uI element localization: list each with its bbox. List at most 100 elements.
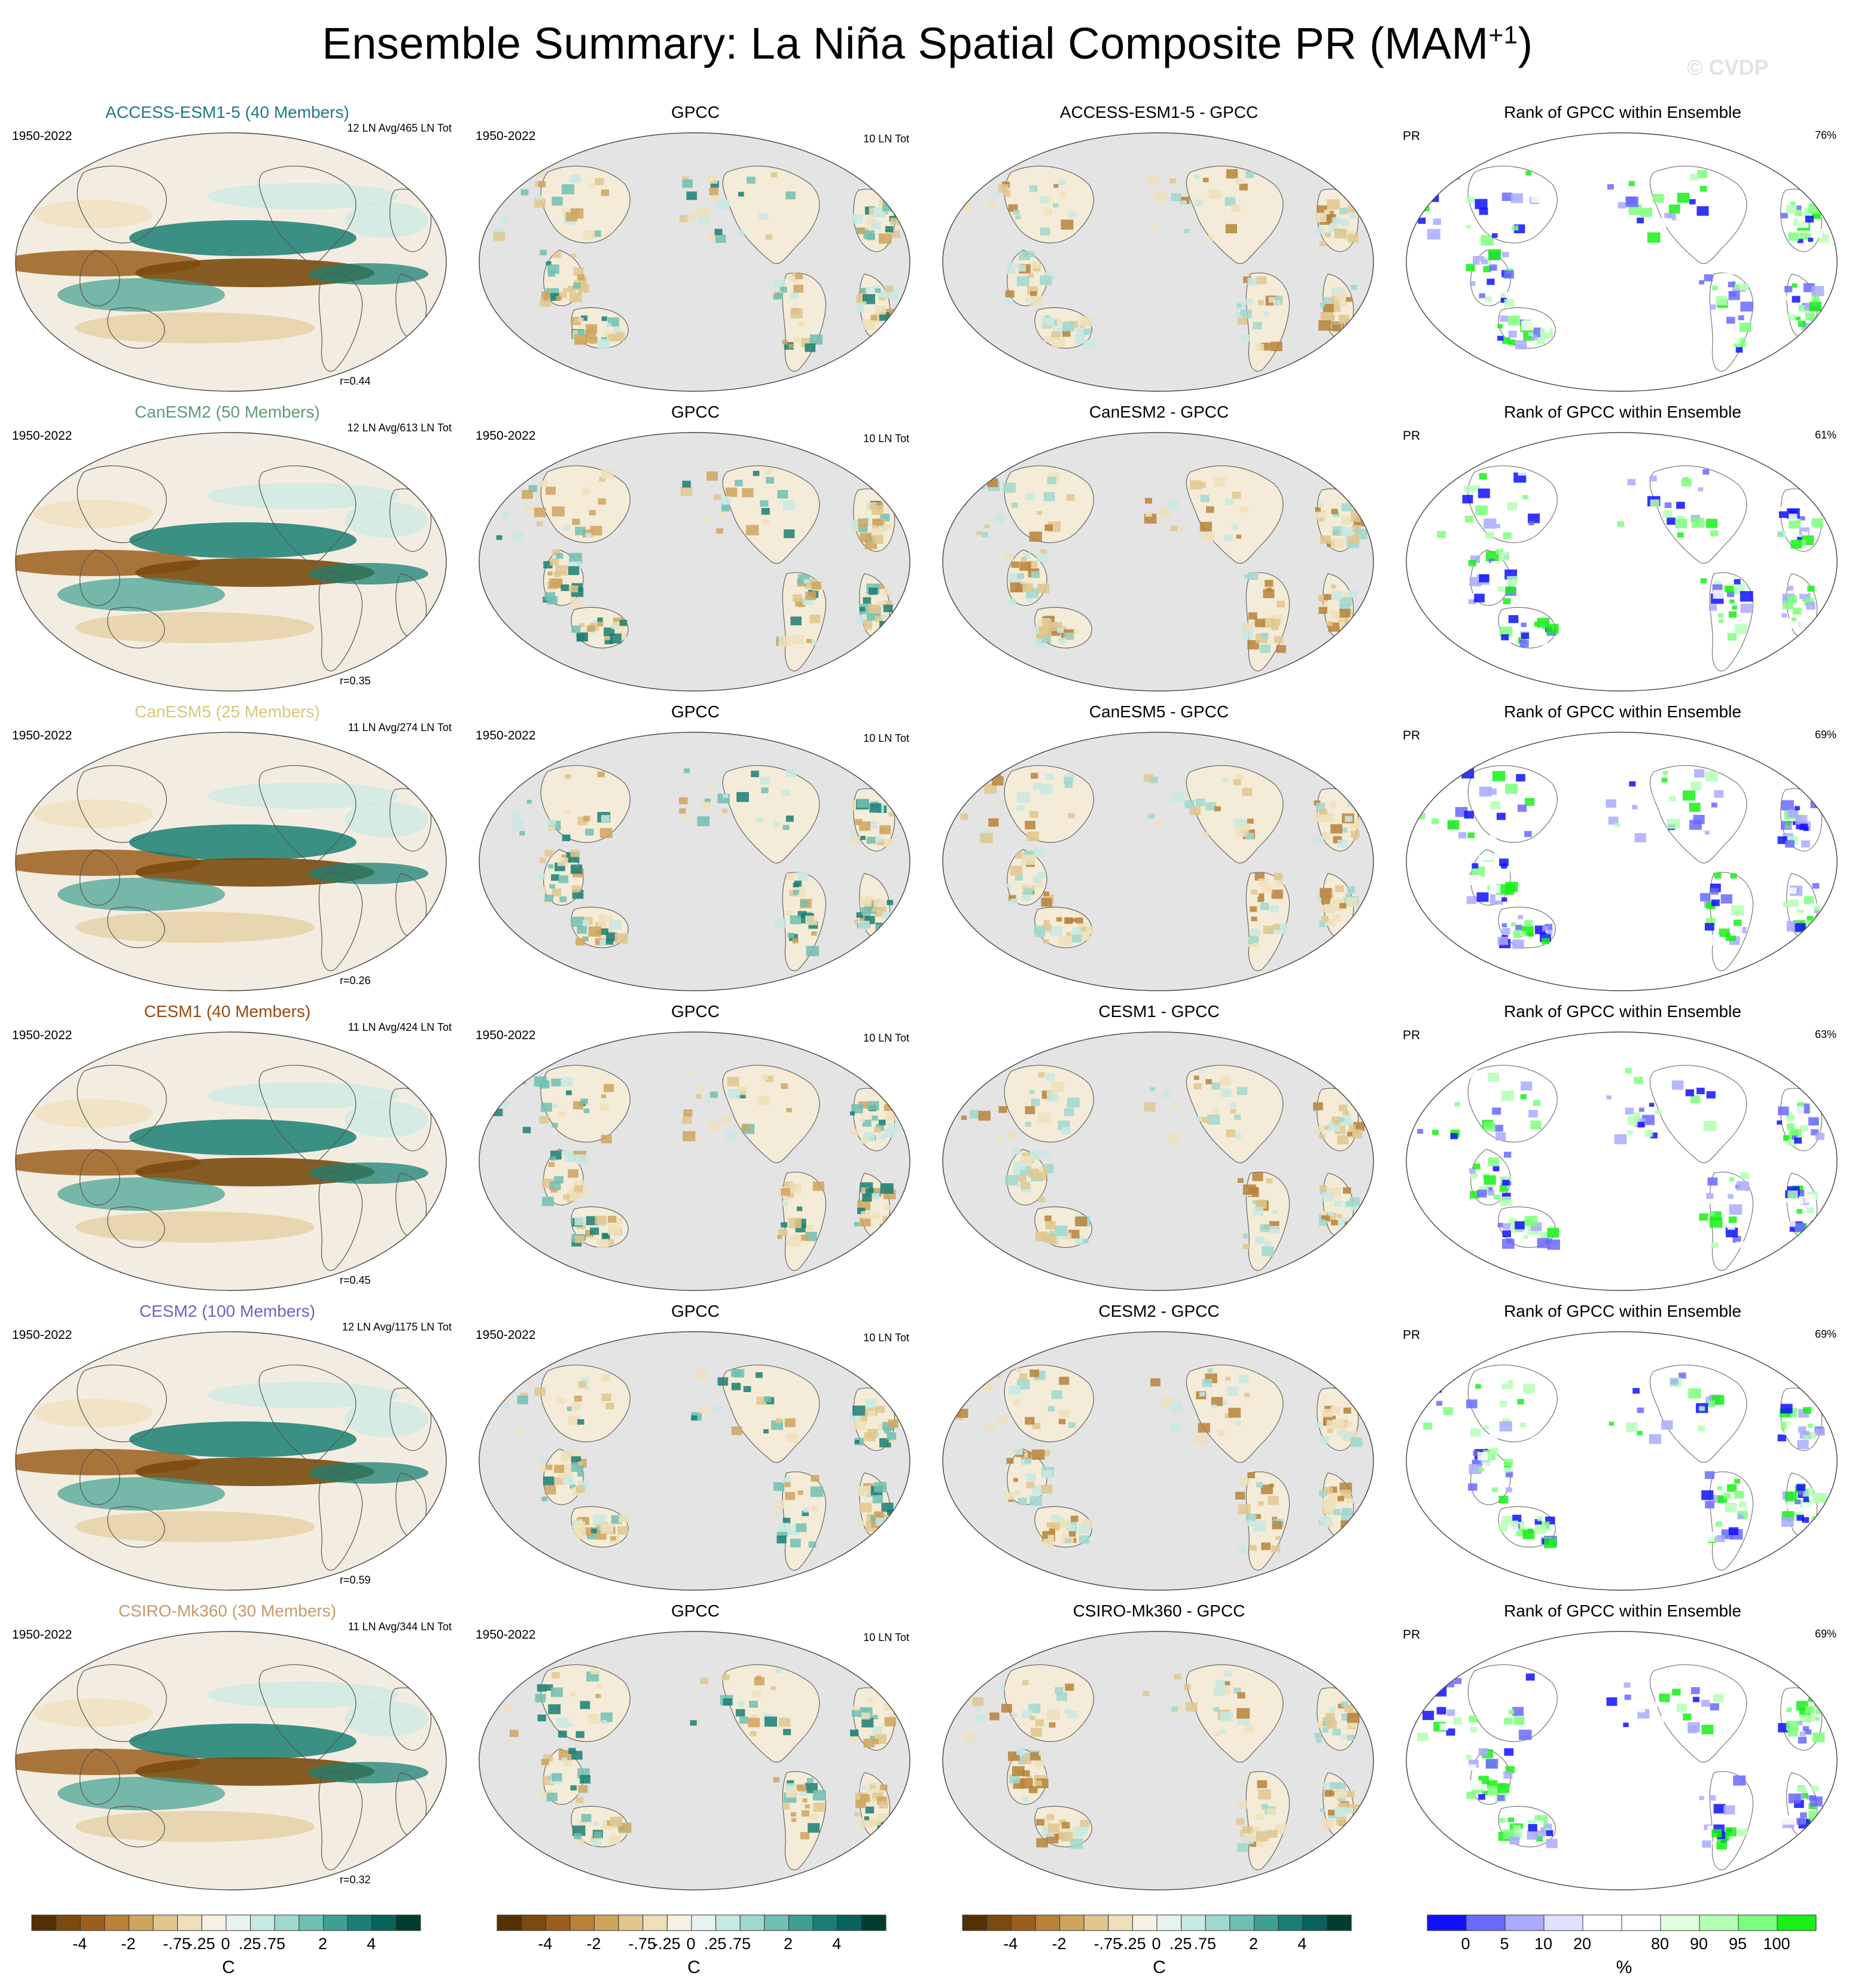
colorbar-swatch (594, 1914, 619, 1931)
colorbar-swatch (1132, 1914, 1158, 1931)
colorbar-tick-label: -.75 (628, 1935, 657, 1953)
colorbar-tick-label: -4 (538, 1935, 553, 1953)
colorbar-tick-label: -.75 (1093, 1935, 1122, 1953)
rank-percentage: 69% (1814, 729, 1836, 741)
rank-panel-title: Rank of GPCC within Ensemble (1504, 1302, 1741, 1320)
period-label: 1950-2022 (476, 1328, 536, 1342)
diff-map (942, 1331, 1374, 1591)
colorbar-swatch (986, 1914, 1012, 1931)
difference-panel-title: CanESM5 - GPCC (1089, 702, 1229, 721)
difference-panel: CSIRO-Mk360 - GPCC (927, 1602, 1391, 1902)
rank-percentage: 69% (1814, 1628, 1836, 1640)
colorbar-swatch (1229, 1914, 1254, 1931)
obs-panel-title: GPCC (671, 403, 720, 421)
model-event-count: 11 LN Avg/274 LN Tot (348, 721, 452, 733)
difference-panel-title: ACCESS-ESM1-5 - GPCC (1059, 103, 1259, 121)
anomaly-colorbar: -4 -2 -.75 -.25 0 .25.75 2 4 C (497, 1914, 891, 1980)
period-label: 1950-2022 (476, 429, 536, 443)
pattern-correlation: r=0.26 (340, 975, 371, 987)
rank-percentage: 76% (1814, 129, 1836, 141)
rank-colorbar: 0 5 10 20 80 90 95 100% (1427, 1914, 1822, 1980)
obs-map (479, 1031, 910, 1291)
colorbar-tick-label: 100 (1763, 1935, 1790, 1953)
colorbar-swatch (1254, 1914, 1279, 1931)
colorbar-tick-label: -2 (586, 1935, 601, 1953)
colorbar-swatch (1059, 1914, 1085, 1931)
model-panel-title: CanESM5 (25 Members) (135, 702, 320, 721)
difference-panel: CESM2 - GPCC (927, 1302, 1391, 1602)
colorbar-swatch (250, 1914, 275, 1931)
model-panel: ACCESS-ESM1-5 (40 Members) 1950-2022 12 … (0, 103, 464, 403)
obs-event-count: 10 LN Tot (863, 1631, 909, 1643)
colorbar-tick-label: .75 (263, 1935, 286, 1953)
pattern-correlation: r=0.32 (340, 1874, 371, 1886)
model-event-count: 11 LN Avg/424 LN Tot (348, 1021, 452, 1033)
rank-percentage: 63% (1814, 1028, 1836, 1040)
colorbar-tick-label: 4 (367, 1935, 376, 1953)
anomaly-colorbar: -4 -2 -.75 -.25 0 .25.75 2 4 C (962, 1914, 1357, 1980)
colorbar-tick-label: -.25 (653, 1935, 681, 1953)
colorbar-swatch (395, 1914, 421, 1931)
colorbar-swatch (153, 1914, 178, 1931)
obs-event-count: 10 LN Tot (863, 133, 909, 145)
colorbar-tick-label: 4 (832, 1935, 842, 1953)
colorbar-tick-label: 10 (1534, 1935, 1553, 1953)
rank-panel: Rank of GPCC within Ensemble PR 69% (1391, 1302, 1854, 1602)
model-map (15, 1631, 447, 1890)
rank-panel-title: Rank of GPCC within Ensemble (1504, 103, 1741, 121)
obs-panel: GPCC 1950-2022 10 LN Tot (464, 1002, 927, 1302)
obs-map (479, 432, 910, 692)
colorbar-swatch (323, 1914, 348, 1931)
figure-title-superscript: +1 (1488, 20, 1518, 49)
diff-map (942, 1031, 1374, 1291)
colorbar-swatch (80, 1914, 105, 1931)
colorbar-swatch (1427, 1914, 1467, 1931)
colorbar-swatch (1326, 1914, 1352, 1931)
model-panel-title: CESM2 (100 Members) (139, 1302, 316, 1320)
colorbar-tick-label: 2 (318, 1935, 328, 1953)
colorbar-swatch (1035, 1914, 1060, 1931)
obs-panel-title: GPCC (671, 702, 720, 721)
pattern-correlation: r=0.35 (340, 675, 371, 687)
colorbar-swatch (31, 1914, 57, 1931)
colorbar-swatch (666, 1914, 692, 1931)
colorbar-tick-label: -.25 (1118, 1935, 1146, 1953)
rank-panel: Rank of GPCC within Ensemble PR 69% (1391, 1602, 1854, 1902)
colorbar-swatch (298, 1914, 324, 1931)
pattern-correlation: r=0.59 (340, 1574, 371, 1586)
figure-title-text: Ensemble Summary: La Niña Spatial Compos… (322, 19, 1489, 68)
colorbar-swatch (1010, 1914, 1036, 1931)
obs-event-count: 10 LN Tot (863, 1032, 909, 1044)
diff-map (942, 1631, 1374, 1890)
colorbar-swatch (497, 1914, 522, 1931)
obs-map (479, 132, 910, 392)
rank-map (1406, 432, 1838, 692)
period-label: 1950-2022 (12, 1628, 72, 1642)
obs-panel: GPCC 1950-2022 10 LN Tot (464, 1302, 927, 1602)
colorbar-tick-label: 90 (1689, 1935, 1708, 1953)
colorbar-swatch (201, 1914, 227, 1931)
model-panel-title: CSIRO-Mk360 (30 Members) (118, 1602, 337, 1620)
obs-map (479, 732, 910, 991)
colorbar-swatch (1660, 1914, 1700, 1931)
colorbar-swatch (618, 1914, 644, 1931)
colorbar-swatch (1699, 1914, 1739, 1931)
difference-panel-title: CESM1 - GPCC (1098, 1002, 1220, 1021)
difference-panel-title: CSIRO-Mk360 - GPCC (1073, 1602, 1245, 1620)
obs-panel: GPCC 1950-2022 10 LN Tot (464, 702, 927, 1003)
difference-panel: CanESM5 - GPCC (927, 702, 1391, 1003)
rank-map (1406, 132, 1838, 392)
colorbar-swatch (1108, 1914, 1133, 1931)
obs-event-count: 10 LN Tot (863, 732, 909, 744)
rank-variable-label: PR (1403, 129, 1421, 143)
model-map (15, 1331, 447, 1591)
colorbar-tick-label: 95 (1728, 1935, 1747, 1953)
model-panel-title: CanESM2 (50 Members) (135, 403, 320, 421)
rank-panel: Rank of GPCC within Ensemble PR 76% (1391, 103, 1854, 403)
rank-map (1406, 1631, 1838, 1890)
colorbar-swatch (1543, 1914, 1583, 1931)
colorbar-swatch (1738, 1914, 1778, 1931)
colorbar-tick-label: -4 (72, 1935, 87, 1953)
period-label: 1950-2022 (12, 1328, 72, 1342)
colorbar-swatch (104, 1914, 129, 1931)
